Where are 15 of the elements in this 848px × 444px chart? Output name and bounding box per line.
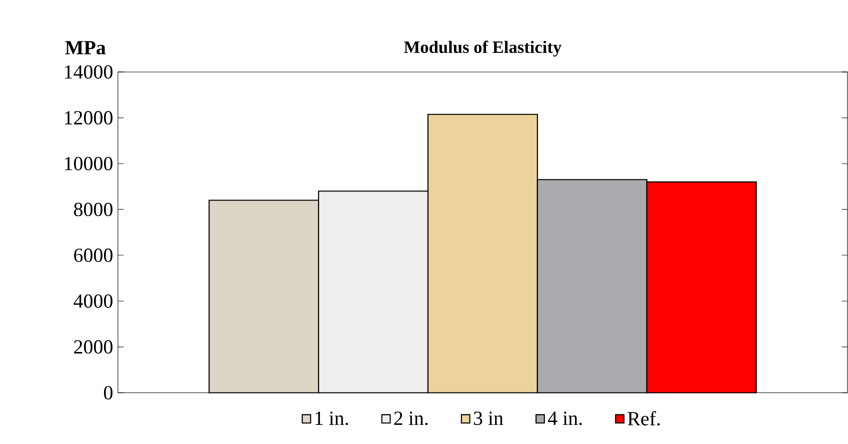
y-tick-label: 4000 [74,294,112,308]
y-tick-label: 0 [104,386,112,400]
chart-title: Modulus of Elasticity [404,40,562,57]
legend-label: Ref. [628,411,660,426]
legend-label: 4 in. [548,412,582,426]
y-tick-label: 12000 [65,111,112,125]
y-axis-title: MPa [65,41,106,55]
legend-label: 2 in. [394,412,428,426]
legend-label: 1 in. [316,412,348,426]
y-tick-label: 14000 [65,65,112,79]
y-tick-label: 2000 [74,340,112,354]
legend-label: 3 in [474,412,504,426]
y-tick-label: 8000 [74,202,112,216]
y-tick-label: 10000 [65,157,112,170]
y-tick-label: 6000 [74,248,112,262]
